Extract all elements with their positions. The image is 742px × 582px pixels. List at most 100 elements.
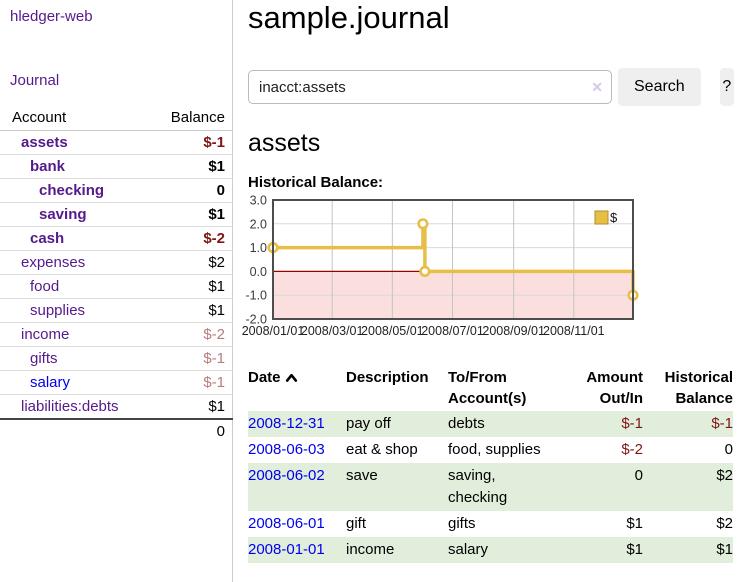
- tofrom-column-header: To/From Account(s): [448, 369, 527, 407]
- svg-text:2008/03/01: 2008/03/01: [301, 324, 364, 338]
- brand-link[interactable]: hledger-web: [10, 8, 93, 25]
- transaction-accounts: debts: [448, 415, 485, 432]
- transaction-accounts: food, supplies: [448, 441, 541, 458]
- account-row: liabilities:debts $1: [0, 394, 233, 419]
- sidebar: hledger-web Journal Account Balance asse…: [0, 0, 233, 582]
- transaction-row: 2008-06-01 gift gifts $1 $2: [248, 511, 733, 537]
- amount-column-header: Amount Out/In: [586, 369, 643, 407]
- account-row: assets $-1: [0, 131, 233, 155]
- transaction-amount: $1: [626, 541, 643, 558]
- account-row: supplies $1: [0, 298, 233, 323]
- transaction-date-link[interactable]: 2008-06-03: [248, 441, 325, 458]
- account-balance: $1: [150, 394, 233, 419]
- account-link-income[interactable]: income: [21, 326, 70, 343]
- chart-title: Historical Balance:: [248, 174, 384, 191]
- account-column-header: Account: [0, 106, 150, 131]
- svg-text:3.0: 3.0: [250, 194, 267, 208]
- transaction-balance: $2: [716, 515, 733, 532]
- account-link-supplies[interactable]: supplies: [30, 302, 86, 319]
- transaction-date-link[interactable]: 2008-01-01: [248, 541, 325, 558]
- sidebar-item-journal[interactable]: Journal: [10, 72, 60, 89]
- account-row: saving $1: [0, 202, 233, 227]
- transaction-amount: $-1: [621, 415, 643, 432]
- main-content: sample.journal ✕ Search ? assets Histori…: [242, 0, 734, 563]
- account-link-liabilities-debts[interactable]: liabilities:debts: [21, 398, 119, 415]
- svg-text:2.0: 2.0: [250, 217, 267, 231]
- transaction-amount: $-2: [621, 441, 643, 458]
- clear-search-icon[interactable]: ✕: [591, 79, 603, 95]
- transaction-row: 2008-06-03 eat & shop food, supplies $-2…: [248, 437, 733, 463]
- transaction-balance: 0: [724, 441, 733, 458]
- search-button[interactable]: Search: [618, 68, 701, 106]
- svg-text:0.0: 0.0: [250, 265, 267, 279]
- svg-text:-1.0: -1.0: [245, 289, 267, 303]
- transaction-amount: 0: [634, 467, 643, 484]
- svg-text:2008/07/01: 2008/07/01: [421, 324, 484, 338]
- account-link-assets[interactable]: assets: [21, 134, 68, 151]
- date-header-label: Date: [248, 369, 281, 386]
- account-balance: $-1: [150, 370, 233, 395]
- account-row: gifts $-1: [0, 346, 233, 371]
- accounts-total-row: 0: [0, 418, 233, 444]
- account-row: bank $1: [0, 154, 233, 179]
- description-column-header: Description: [346, 369, 429, 386]
- svg-text:2008/01/01: 2008/01/01: [242, 324, 305, 338]
- transaction-description: save: [346, 467, 378, 484]
- transaction-accounts: gifts: [448, 515, 476, 532]
- transaction-row: 2008-01-01 income salary $1 $1: [248, 537, 733, 563]
- sort-ascending-icon: [285, 373, 297, 382]
- search-input[interactable]: [248, 70, 612, 104]
- account-balance: $-2: [150, 226, 233, 251]
- account-link-bank[interactable]: bank: [30, 158, 66, 175]
- account-balance: 0: [150, 178, 233, 203]
- transaction-balance: $-1: [711, 415, 733, 432]
- svg-text:2008/09/01: 2008/09/01: [482, 324, 545, 338]
- account-balance: $-2: [150, 322, 233, 347]
- transaction-amount: $1: [626, 515, 643, 532]
- account-row: food $1: [0, 274, 233, 299]
- account-row: salary $-1: [0, 370, 233, 395]
- account-link-expenses[interactable]: expenses: [21, 254, 86, 271]
- account-row: cash $-2: [0, 226, 233, 251]
- transaction-date-link[interactable]: 2008-12-31: [248, 415, 325, 432]
- account-balance: $2: [150, 250, 233, 275]
- accounts-table: Account Balance assets $-1 bank $1 checkin…: [0, 106, 233, 444]
- account-balance: $1: [150, 274, 233, 299]
- balance-column-header: Historical Balance: [664, 369, 733, 407]
- transaction-row: 2008-12-31 pay off debts $-1 $-1: [248, 411, 733, 437]
- account-link-checking[interactable]: checking: [39, 182, 105, 199]
- account-row: income $-2: [0, 322, 233, 347]
- svg-text:$: $: [610, 210, 618, 225]
- chart-canvas: 3.0 2.0 1.0 0.0 -1.0 -2.02008/01/012008/03/01…: [242, 194, 639, 338]
- transaction-row: 2008-06-02 save saving, checking 0 $2: [248, 463, 733, 511]
- transaction-date-link[interactable]: 2008-06-01: [248, 515, 325, 532]
- transaction-accounts: salary: [448, 541, 489, 558]
- account-link-saving[interactable]: saving: [39, 206, 87, 223]
- help-button[interactable]: ?: [719, 68, 734, 106]
- balance-column-header: Balance: [150, 106, 233, 131]
- historical-balance-chart: 3.0 2.0 1.0 0.0 -1.0 -2.0 2008/01/01 2008/03/01…: [242, 194, 642, 341]
- transaction-accounts: saving, checking: [448, 467, 508, 506]
- account-row: checking 0: [0, 178, 233, 203]
- svg-text:2008/11/01: 2008/11/01: [543, 324, 605, 338]
- svg-text:2008/05/01: 2008/05/01: [361, 324, 424, 338]
- account-balance: $-1: [203, 134, 225, 151]
- accounts-total-value: 0: [150, 418, 233, 444]
- account-link-gifts[interactable]: gifts: [30, 350, 58, 367]
- account-link-cash[interactable]: cash: [30, 230, 65, 247]
- accounts-header-row: Account Balance: [0, 106, 233, 131]
- transaction-description: gift: [346, 515, 367, 532]
- register-header-row: Date Description To/From Account(s) Amoun…: [248, 365, 733, 411]
- account-link-salary[interactable]: salary: [30, 374, 71, 391]
- transaction-balance: $1: [716, 541, 733, 558]
- account-link-food[interactable]: food: [30, 278, 60, 295]
- transaction-description: eat & shop: [346, 441, 418, 458]
- date-column-header[interactable]: Date: [248, 365, 346, 411]
- page-title: sample.journal: [248, 0, 450, 35]
- account-row: expenses $2: [0, 250, 233, 275]
- account-balance: $1: [150, 154, 233, 179]
- account-balance: $1: [150, 202, 233, 227]
- transaction-description: pay off: [346, 415, 391, 432]
- transaction-date-link[interactable]: 2008-06-02: [248, 467, 325, 484]
- register-table: Date Description To/From Account(s) Amoun…: [248, 365, 733, 563]
